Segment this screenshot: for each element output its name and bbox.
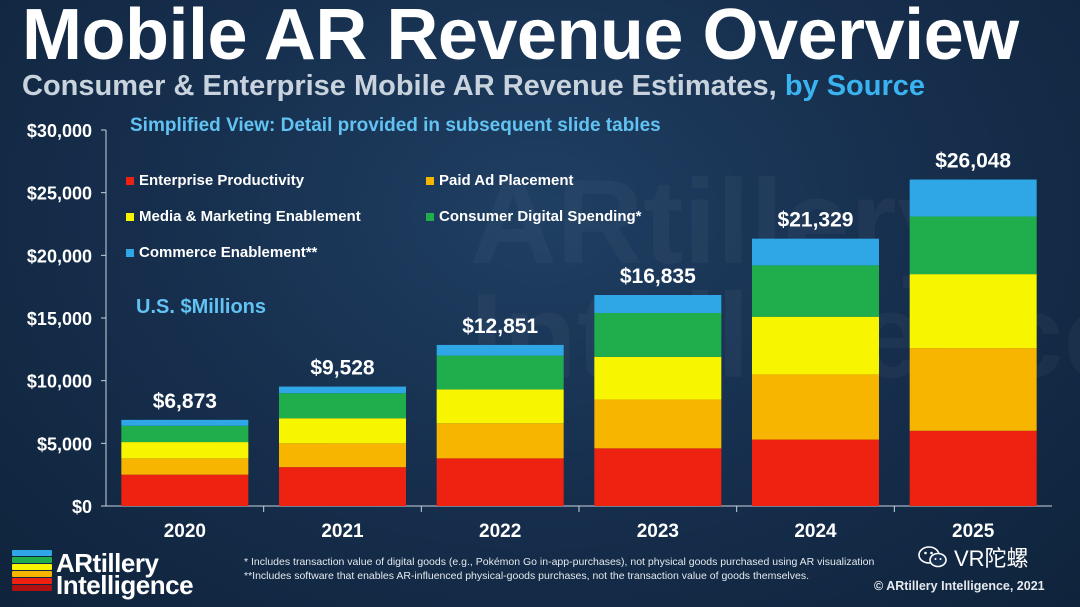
x-tick-label: 2021 (321, 521, 364, 542)
bar-segment (436, 344, 564, 356)
page-title: Mobile AR Revenue Overview (22, 0, 1019, 75)
legend-swatch-green (426, 212, 434, 221)
bar-segment (436, 355, 564, 390)
legend-label: Enterprise Productivity (139, 172, 305, 189)
bar-segment (436, 389, 564, 424)
y-tick-label: $0 (72, 497, 92, 517)
bar-segment (752, 316, 879, 375)
bar-segment (594, 448, 722, 506)
bar-segment (436, 423, 564, 459)
bar-total-label: $21,329 (778, 209, 854, 232)
bar-segment (752, 374, 879, 440)
bar-segment (909, 216, 1037, 275)
units-label: U.S. $Millions (136, 296, 267, 318)
bar-segment (752, 439, 879, 506)
logo-line-1: ARtillery (56, 548, 159, 578)
y-tick-label: $20,000 (27, 246, 92, 266)
bar-segment (121, 419, 249, 426)
bar-total-label: $12,851 (462, 315, 538, 338)
copyright-notice: © ARtillery Intelligence, 2021 (874, 579, 1045, 593)
x-tick-label: 2025 (952, 521, 995, 542)
page-subtitle: Consumer & Enterprise Mobile AR Revenue … (22, 70, 925, 103)
x-tick-label: 2023 (637, 521, 679, 542)
bar-segment (594, 295, 722, 313)
bar-segment (121, 458, 249, 475)
x-tick-label: 2024 (794, 521, 837, 542)
legend-swatch-yellow (126, 212, 134, 221)
bar-segment (594, 312, 722, 357)
legend-swatch-red (126, 176, 134, 185)
bar-total-label: $26,048 (935, 150, 1011, 173)
legend-label: Media & Marketing Enablement (139, 208, 361, 225)
bar-segment (594, 399, 722, 449)
y-tick-label: $5,000 (37, 434, 92, 454)
footnote-digital-goods: * Includes transaction value of digital … (244, 556, 875, 568)
legend-label: Consumer Digital Spending* (439, 208, 642, 225)
bar-segment (121, 425, 249, 443)
bar-segment (909, 179, 1037, 217)
legend-label: Commerce Enablement** (139, 244, 318, 261)
legend-commerce-enablement: Commerce Enablement** (126, 244, 317, 261)
bar-segment (279, 386, 406, 394)
bar-segment (279, 467, 406, 506)
y-tick-label: $30,000 (27, 121, 92, 141)
bar-segment (752, 265, 879, 317)
bar-total-label: $9,528 (310, 357, 375, 380)
logo-line-2: Intelligence (56, 570, 194, 600)
footnote-software: **Includes software that enables AR-infl… (244, 570, 810, 582)
bar-total-label: $6,873 (153, 390, 217, 413)
bar-total-label: $16,835 (620, 265, 696, 288)
legend-swatch-orange (426, 176, 434, 185)
y-tick-label: $15,000 (27, 309, 92, 329)
bar-segment (279, 393, 406, 419)
logo-color-bars-icon (12, 550, 52, 596)
bar-segment (909, 430, 1037, 506)
artillery-logo: ARtillery Intelligence (12, 548, 222, 600)
bar-segment (909, 274, 1037, 349)
legend-consumer-digital-spending: Consumer Digital Spending* (426, 208, 642, 225)
wechat-icon (918, 546, 947, 568)
legend-paid-ad-placement: Paid Ad Placement (426, 172, 574, 189)
bar-segment (279, 443, 406, 468)
bar-segment (436, 458, 564, 506)
wechat-watermark-badge: VR陀螺 (918, 541, 1029, 573)
bar-segment (121, 474, 249, 506)
bar-segment (279, 418, 406, 444)
legend-enterprise-productivity: Enterprise Productivity (126, 172, 304, 189)
legend-label: Paid Ad Placement (439, 172, 574, 189)
bar-segment (121, 442, 249, 459)
y-tick-label: $25,000 (27, 184, 92, 204)
bar-segment (594, 356, 722, 400)
subtitle-main: Consumer & Enterprise Mobile AR Revenue … (22, 70, 777, 102)
simplified-view-note: Simplified View: Detail provided in subs… (130, 115, 661, 136)
wechat-account-name: VR陀螺 (954, 546, 1029, 571)
x-tick-label: 2022 (479, 521, 521, 542)
x-tick-label: 2020 (164, 521, 206, 542)
bar-segment (752, 238, 879, 266)
subtitle-highlight: by Source (784, 70, 926, 102)
legend-media-marketing: Media & Marketing Enablement (126, 208, 361, 225)
y-tick-label: $10,000 (27, 372, 92, 392)
legend-swatch-blue (126, 248, 134, 257)
bar-segment (909, 348, 1037, 431)
